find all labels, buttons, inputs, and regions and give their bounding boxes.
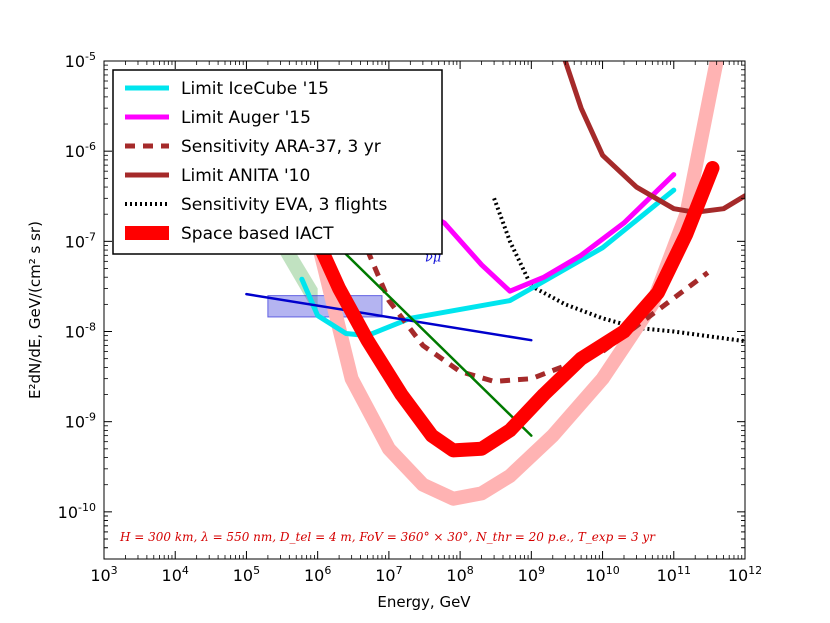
y-tick-label-5: 10-5	[65, 50, 96, 71]
x-tick-label-5: 108	[446, 564, 473, 585]
legend-label-1: Limit Auger '15	[181, 108, 311, 128]
x-tick-label-4: 107	[375, 564, 402, 585]
x-tick-label-3: 106	[304, 564, 331, 585]
x-tick-label-9: 1012	[728, 564, 762, 585]
series-line-4	[492, 197, 745, 344]
series-line-7	[245, 292, 533, 342]
legend-label-5: Space based IACT	[181, 224, 334, 244]
legend-label-3: Limit ANITA '10	[181, 166, 310, 186]
legend-label-4: Sensitivity EVA, 3 flights	[181, 195, 388, 215]
legend-label-2: Sensitivity ARA-37, 3 yr	[181, 137, 381, 157]
x-tick-label-0: 103	[90, 564, 117, 585]
x-tick-label-6: 109	[518, 564, 545, 585]
y-tick-label-0: 10-10	[58, 501, 96, 522]
x-tick-label-7: 1010	[585, 564, 619, 585]
y-tick-label-1: 10-9	[65, 411, 96, 432]
series-line-1	[386, 172, 677, 294]
legend-label-0: Limit IceCube '15	[181, 79, 329, 99]
y-axis-label: E²dN/dE, GeV/(cm² s sr)	[26, 221, 44, 399]
plot-frame	[103, 60, 746, 560]
series-line-3	[562, 61, 745, 215]
x-axis-label: Energy, GeV	[377, 593, 471, 611]
y-tick-label-2: 10-8	[65, 321, 96, 342]
x-tick-label-8: 1011	[657, 564, 691, 585]
x-tick-label-1: 104	[162, 564, 189, 585]
legend: Limit IceCube '15 Limit Auger '15 Sensitiv…	[112, 69, 443, 255]
parameter-annotation: H = 300 km, λ = 550 nm, D_tel = 4 m, FoV…	[119, 530, 656, 544]
legend-frame	[112, 69, 443, 255]
y-tick-label-3: 10-7	[65, 230, 96, 251]
ticks-layer: 103 104 105 106 107 108 109 1010 1011 1012 10-10 10…	[58, 50, 763, 585]
x-tick-label-2: 105	[233, 564, 260, 585]
series-line-5	[310, 161, 720, 458]
y-tick-label-4: 10-6	[65, 140, 96, 161]
